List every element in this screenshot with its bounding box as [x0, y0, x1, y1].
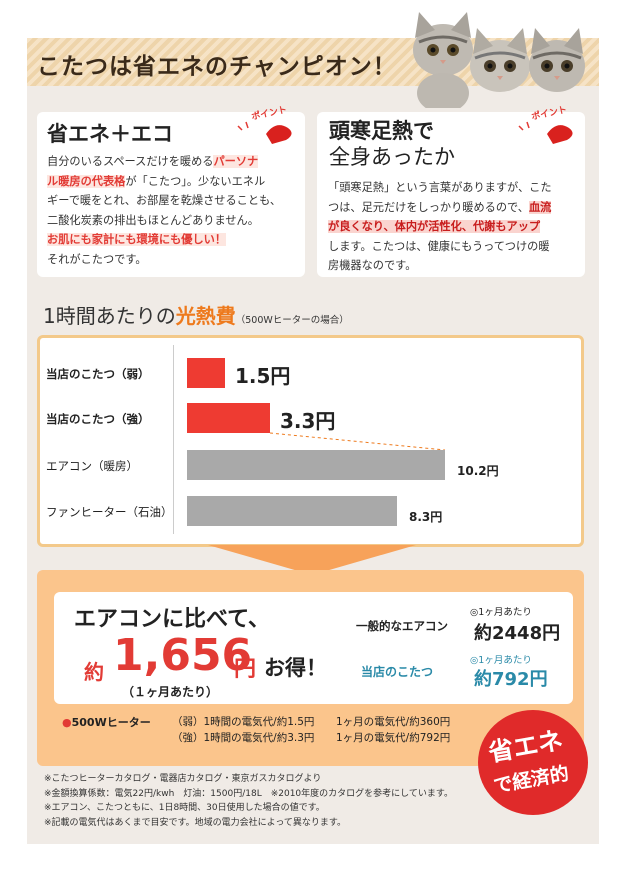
point-icon [518, 121, 573, 144]
head-cold-card: 頭寒足熱で 全身あったか ポイント 「頭寒足熱」という言葉がありますが、こた つは、… [317, 105, 585, 277]
body-text: します。こたつは、健康にもうってつけの暖 [328, 239, 550, 253]
chart-bar [187, 358, 225, 388]
body-line: つは、足元だけをしっかり暖めるので、血流 [328, 198, 580, 218]
heater-label-text: 500Wヒーター [71, 716, 151, 729]
chart-axis-line [173, 345, 174, 534]
section-title-note: （500Wヒーターの場合） [235, 315, 349, 326]
ours-per-month: ◎1ヶ月あたり [470, 655, 532, 666]
body-line: 「頭寒足熱」という言葉がありますが、こた [328, 178, 580, 198]
point-icon [237, 121, 292, 144]
savings-suffix: お得！ [264, 656, 327, 680]
section-title-text: 1時間あたりの [43, 304, 176, 328]
footnote: ※エアコン、こたつともに、1日8時間、30日使用した場合の値です。 [44, 803, 325, 813]
body-line: それがこたつです。 [47, 250, 299, 270]
chart-bar [187, 403, 270, 433]
chart-value-label: 1.5円 [235, 364, 291, 388]
chart-category-label: 当店のこたつ（強） [46, 412, 150, 426]
section-title: 1時間あたりの光熱費（500Wヒーターの場合） [43, 300, 349, 329]
heater-rates: （弱）1時間の電気代/約1.5円 （強）1時間の電気代/約3.3円 [172, 714, 314, 746]
savings-amount: 1,656 [113, 630, 253, 681]
eco-card-body: 自分のいるスペースだけを暖めるパーソナ ル暖房の代表格が「こたつ」。少ないエネルギ… [47, 152, 299, 269]
eco-card-title: 省エネ＋エコ [47, 122, 173, 146]
body-line: 自分のいるスペースだけを暖めるパーソナ [47, 152, 299, 172]
our-kotatsu-label: 当店のこたつ [361, 665, 434, 679]
footnotes: ※こたつヒーターカタログ・電器店カタログ・東京ガスカタログより ※金額換算係数：… [44, 772, 453, 830]
body-highlight: が良くなり、体内が活性化、代謝もアップ [328, 220, 541, 233]
general-aircon-label: 一般的なエアコン [356, 619, 448, 633]
head-cold-card-subtitle: 全身あったか [329, 145, 455, 169]
ours-amount: 約792円 [474, 669, 548, 690]
body-line: 房機器なのです。 [328, 256, 580, 276]
heater-monthly: 1ヶ月の電気代/約360円 1ヶ月の電気代/約792円 [336, 714, 450, 746]
body-text: 二酸化炭素の排出もほとんどありません。 [47, 213, 259, 227]
body-line: ル暖房の代表格が「こたつ」。少ないエネル [47, 172, 299, 192]
chart-category-label: ファンヒーター（石油） [46, 505, 173, 519]
chart-value-label: 3.3円 [280, 409, 336, 433]
footnote: ※記載の電気代はあくまで目安です。地域の電力会社によって異なります。 [44, 817, 347, 828]
economy-badge: 省エネ で経済的 [478, 710, 588, 815]
heater-rate-strong: （強）1時間の電気代/約3.3円 [172, 732, 315, 744]
body-line: が良くなり、体内が活性化、代謝もアップ [328, 217, 580, 237]
kitten-middle [470, 28, 530, 92]
body-text: ギーで暖をとれ、お部屋を乾燥させることも、 [47, 194, 282, 207]
footnote: ※こたつヒーターカタログ・電器店カタログ・東京ガスカタログより [44, 774, 322, 784]
kittens-photo [413, 12, 585, 108]
body-highlight: お肌にも家計にも環境にも優しい！ [47, 233, 227, 246]
kitten-right [529, 28, 585, 92]
general-amount: 約2448円 [474, 623, 561, 644]
kitten-left [413, 12, 473, 108]
page-title: こたつは省エネのチャンピオン！ [37, 54, 397, 80]
body-text: それがこたつです。 [47, 252, 147, 266]
chart-category-label: 当店のこたつ（弱） [46, 367, 150, 381]
bullet-dot-icon: ● [62, 716, 72, 729]
head-cold-card-title: 頭寒足熱で 全身あったか [329, 119, 455, 169]
body-text: が「こたつ」。少ないエネル [125, 174, 266, 188]
body-highlight: 血流 [528, 200, 552, 214]
body-text: 房機器なのです。 [328, 259, 417, 272]
heater-month-weak: 1ヶ月の電気代/約360円 [336, 716, 451, 728]
body-text: 自分のいるスペースだけを暖める [47, 155, 214, 168]
compare-prefix: 約 [84, 660, 104, 684]
body-text: つは、足元だけをしっかり暖めるので、 [328, 200, 529, 214]
heater-label: ●500Wヒーター [62, 714, 151, 730]
body-highlight: ル暖房の代表格 [47, 174, 126, 188]
head-cold-card-body: 「頭寒足熱」という言葉がありますが、こた つは、足元だけをしっかり暖めるので、血流… [328, 178, 580, 276]
body-line: します。こたつは、健康にもうってつけの暖 [328, 237, 580, 257]
eco-card: 省エネ＋エコ ポイント 自分のいるスペースだけを暖めるパーソナ ル暖房の代表格が「… [37, 105, 305, 277]
footnote: ※金額換算係数：電気22円/kwh 灯油：1500円/18L ※2010年度のカ… [44, 788, 453, 799]
savings-card [54, 592, 573, 704]
chart-bar [187, 496, 397, 526]
body-highlight: パーソナ [213, 155, 259, 168]
heater-rate-weak: （弱）1時間の電気代/約1.5円 [172, 716, 315, 728]
body-text: 「頭寒足熱」という言葉がありますが、こた [328, 181, 552, 194]
body-line: ギーで暖をとれ、お部屋を乾燥させることも、 [47, 191, 299, 211]
heater-month-strong: 1ヶ月の電気代/約792円 [336, 732, 451, 744]
chart-value-label: 8.3円 [409, 510, 443, 524]
chart-category-label: エアコン（暖房） [46, 459, 138, 473]
general-per-month: ◎1ヶ月あたり [470, 607, 532, 618]
compare-headline: エアコンに比べて、 [74, 607, 271, 632]
section-title-highlight: 光熱費 [175, 304, 236, 328]
savings-period: （１ヶ月あたり） [122, 685, 219, 699]
body-line: お肌にも家計にも環境にも優しい！ [47, 230, 299, 250]
body-line: 二酸化炭素の排出もほとんどありません。 [47, 211, 299, 231]
chart-bar [187, 450, 445, 480]
chart-value-label: 10.2円 [457, 464, 499, 478]
savings-yen: 円 [234, 657, 257, 682]
